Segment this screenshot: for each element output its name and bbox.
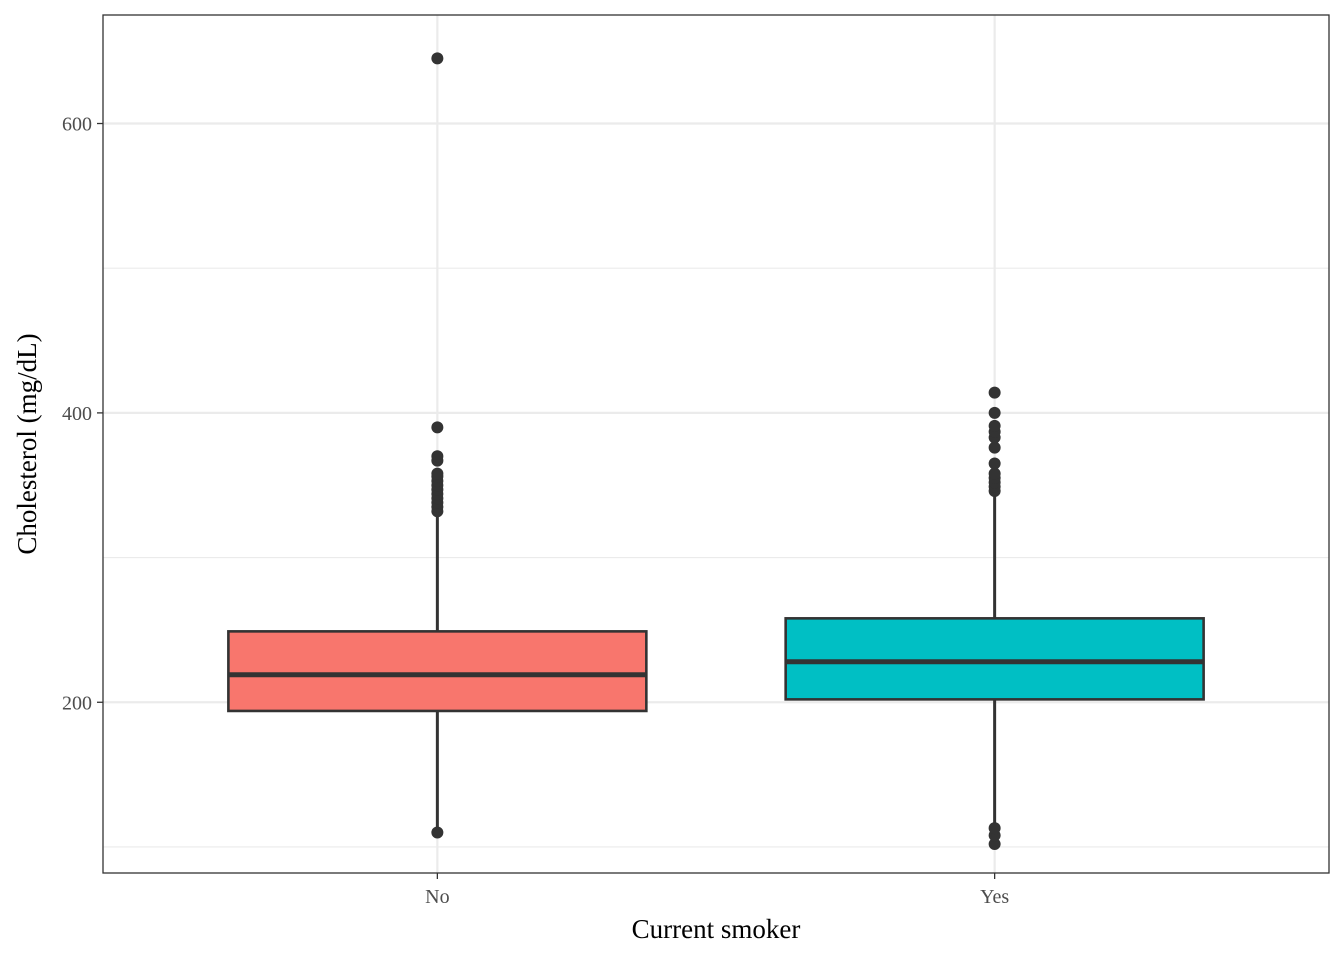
outlier-point: [988, 406, 1001, 419]
outlier-point: [988, 838, 1001, 851]
box-iqr: [784, 617, 1205, 701]
outlier-point: [988, 457, 1001, 470]
x-tick-label: Yes: [980, 886, 1009, 908]
outlier-point: [431, 450, 444, 463]
x-tick-label: No: [425, 886, 449, 908]
outlier-point: [431, 421, 444, 434]
y-tick-label: 600: [62, 114, 92, 136]
outlier-point: [431, 467, 444, 480]
y-tick-label: 400: [62, 403, 92, 425]
y-axis-title: Cholesterol (mg/dL): [12, 333, 42, 554]
outlier-point: [988, 386, 1001, 399]
plot-panel-border: [102, 14, 1330, 874]
outlier-point: [988, 441, 1001, 454]
box-yes: [784, 386, 1205, 851]
outlier-point: [431, 52, 444, 65]
y-tick-label: 200: [62, 692, 92, 714]
plot-panel: [103, 15, 1329, 873]
box-no: [227, 52, 648, 839]
outlier-point: [431, 826, 444, 839]
minor-gridlines: [103, 267, 1329, 848]
y-axis: 200 400 600: [62, 114, 103, 714]
x-axis: No Yes: [425, 873, 1009, 908]
outlier-point: [988, 419, 1001, 432]
boxes: [227, 52, 1205, 851]
outlier-point: [988, 822, 1001, 835]
box-iqr: [227, 630, 648, 713]
x-axis-title: Current smoker: [632, 914, 801, 944]
outlier-point: [988, 467, 1001, 480]
